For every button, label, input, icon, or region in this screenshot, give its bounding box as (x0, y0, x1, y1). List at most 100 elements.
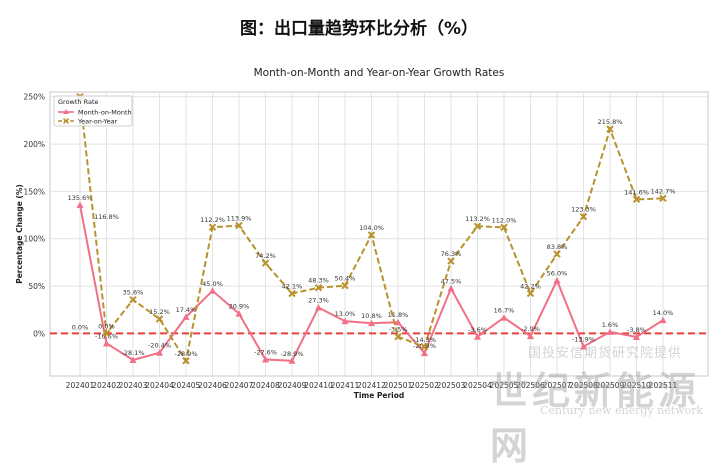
data-label: 83.8% (547, 243, 568, 251)
mom-point (76, 201, 84, 209)
mom-point (182, 313, 190, 320)
data-label: 135.6% (68, 194, 93, 202)
x-tick-label: 202409 (278, 381, 307, 390)
data-label: -3.6% (468, 326, 487, 334)
x-axis-label: Time Period (354, 391, 405, 400)
mom-point (288, 357, 296, 364)
data-label: 42.1% (282, 283, 303, 291)
yoy-point (341, 281, 349, 290)
data-label: 113.9% (227, 215, 252, 223)
mom-point (580, 343, 587, 350)
data-label: 45.0% (202, 280, 223, 288)
yoy-point (261, 259, 270, 267)
data-label: 142.7% (651, 187, 676, 195)
data-label: 0.0% (98, 322, 115, 330)
mom-point (209, 287, 216, 294)
y-tick-label: 50% (28, 282, 45, 291)
x-tick-label: 202408 (251, 381, 280, 390)
x-tick-label: 202411 (331, 381, 360, 390)
yoy-point (155, 315, 164, 323)
data-label: -13.9% (572, 336, 595, 344)
data-label: 35.6% (123, 289, 144, 297)
mom-point (527, 332, 534, 340)
mom-point (262, 356, 269, 363)
data-label: -2.9% (521, 325, 540, 333)
data-label: 14.0% (653, 309, 674, 317)
x-tick-label: 202508 (569, 381, 598, 390)
data-label: 215.8% (598, 118, 623, 126)
x-tick-label: 202506 (516, 381, 545, 390)
y-tick-label: 200% (24, 140, 45, 149)
data-label: 56.0% (547, 269, 568, 277)
yoy-point (473, 222, 482, 230)
mom-point (368, 319, 375, 327)
mom-point (394, 318, 402, 326)
data-label: -28.1% (122, 349, 145, 357)
x-tick-label: 202407 (225, 381, 254, 390)
mom-point (103, 339, 110, 347)
data-label: 42.2% (520, 282, 541, 290)
data-label: -10.6% (95, 332, 118, 340)
data-label: 47.5% (441, 277, 462, 285)
mom-point (129, 356, 137, 364)
data-label: 112.2% (200, 216, 225, 224)
mom-point (341, 317, 349, 325)
yoy-point (235, 221, 243, 230)
data-label: 50.4% (335, 275, 356, 283)
legend-box (53, 95, 133, 127)
yoy-point (632, 195, 641, 204)
x-tick-label: 202503 (437, 381, 466, 390)
yoy-point (208, 223, 217, 231)
x-tick-label: 202505 (490, 381, 519, 390)
data-label: 141.6% (624, 188, 649, 196)
data-label: 104.0% (359, 224, 384, 232)
data-label: -14.3% (413, 336, 436, 344)
page-title: 图：出口量趋势环比分析（%） (239, 19, 479, 39)
chart-title: Month-on-Month and Year-on-Year Growth R… (254, 67, 505, 79)
data-label: 48.3% (308, 277, 329, 285)
data-label: 76.3% (441, 250, 462, 258)
x-tick-label: 202401 (66, 381, 95, 390)
yoy-point (129, 295, 137, 304)
yoy-point (288, 289, 296, 298)
data-label: 11.8% (388, 311, 409, 319)
x-tick-label: 202402 (92, 381, 121, 390)
x-tick-label: 202404 (145, 381, 174, 390)
yoy-point (367, 231, 376, 239)
mom-point (500, 314, 508, 321)
mom-point (421, 349, 428, 357)
mom-point (447, 284, 455, 292)
yoy-point (579, 212, 588, 221)
yoy-point (394, 333, 402, 341)
data-label: 16.7% (494, 307, 515, 315)
y-tick-label: 100% (24, 235, 45, 244)
x-tick-label: 202403 (119, 381, 148, 390)
x-tick-label: 202406 (198, 381, 227, 390)
x-tick-label: 202507 (543, 381, 572, 390)
x-tick-label: 202412 (357, 381, 386, 390)
legend-marker (62, 117, 70, 125)
mom-point (553, 276, 561, 284)
x-tick-label: 202410 (304, 381, 333, 390)
data-label-extra: 116.8% (94, 213, 119, 221)
mom-point (156, 349, 163, 356)
data-label: 112.0% (492, 216, 517, 224)
data-label: -28.9% (281, 350, 304, 358)
mom-point (633, 333, 640, 340)
yoy-point (659, 194, 667, 203)
data-label: -28.9% (175, 350, 198, 358)
data-label: 13.0% (335, 310, 356, 318)
x-tick-label: 202501 (384, 381, 413, 390)
legend-marker (63, 109, 69, 114)
mom-point (474, 333, 481, 340)
data-label: 113.2% (465, 215, 490, 223)
legend-title: Growth Rate (58, 98, 99, 106)
growth-chart: 0%50%100%150%200%250%2024012024022024032… (15, 67, 709, 400)
y-tick-label: 250% (24, 93, 45, 102)
y-tick-label: 0% (33, 329, 45, 338)
x-tick-label: 202510 (622, 381, 651, 390)
data-label: -3.8% (627, 326, 646, 334)
data-label: -20.4% (148, 342, 171, 350)
yoy-point (447, 257, 455, 265)
x-tick-label: 202509 (596, 381, 625, 390)
